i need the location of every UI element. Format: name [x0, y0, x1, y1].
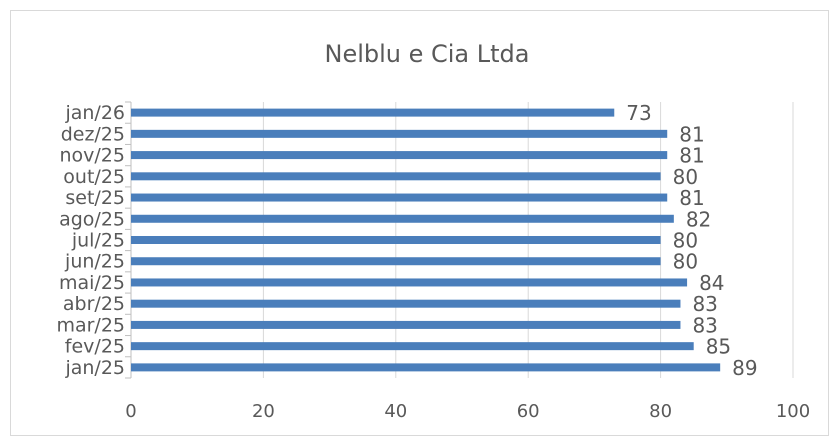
y-tick-label: ago/25 — [59, 208, 125, 230]
bar — [131, 342, 694, 351]
bar — [131, 363, 721, 372]
data-label: 84 — [699, 271, 724, 295]
y-tick-label: out/25 — [63, 166, 125, 188]
y-tick-label: nov/25 — [60, 145, 126, 167]
data-label: 85 — [706, 335, 731, 359]
y-tick-label: abr/25 — [63, 293, 125, 315]
data-label: 80 — [673, 229, 698, 253]
data-label: 83 — [692, 292, 717, 316]
data-label: 81 — [679, 186, 704, 210]
x-tick-label: 60 — [517, 401, 540, 422]
data-label: 81 — [679, 144, 704, 168]
x-tick-label: 80 — [649, 401, 672, 422]
data-label: 80 — [673, 250, 698, 274]
y-tick-label: jul/25 — [71, 230, 125, 252]
chart-title: Nelblu e Cia Ltda — [324, 40, 529, 68]
y-tick-label: fev/25 — [65, 336, 125, 358]
data-label: 81 — [679, 122, 704, 146]
bar — [131, 214, 674, 223]
bar — [131, 278, 688, 287]
data-label: 80 — [673, 165, 698, 189]
x-tick-label: 100 — [776, 401, 810, 422]
bar — [131, 108, 615, 117]
data-label: 73 — [626, 101, 651, 125]
bar — [131, 299, 681, 308]
x-tick-label: 0 — [125, 401, 136, 422]
bar — [131, 236, 661, 244]
data-label: 83 — [692, 313, 717, 337]
bar — [131, 320, 681, 329]
data-label: 89 — [732, 356, 757, 380]
y-tick-label: jan/25 — [64, 357, 125, 379]
bar — [131, 129, 668, 138]
y-tick-label: set/25 — [65, 187, 125, 209]
bar — [131, 257, 661, 266]
bar — [131, 151, 668, 160]
y-tick-label: jan/26 — [64, 102, 125, 124]
bar — [131, 193, 668, 202]
y-tick-label: mai/25 — [59, 272, 125, 294]
bar — [131, 172, 661, 181]
y-tick-label: mar/25 — [56, 314, 125, 336]
x-tick-label: 20 — [252, 401, 275, 422]
y-tick-label: dez/25 — [61, 123, 125, 145]
y-tick-label: jun/25 — [64, 251, 125, 273]
data-label: 82 — [686, 207, 711, 231]
x-tick-label: 40 — [384, 401, 407, 422]
